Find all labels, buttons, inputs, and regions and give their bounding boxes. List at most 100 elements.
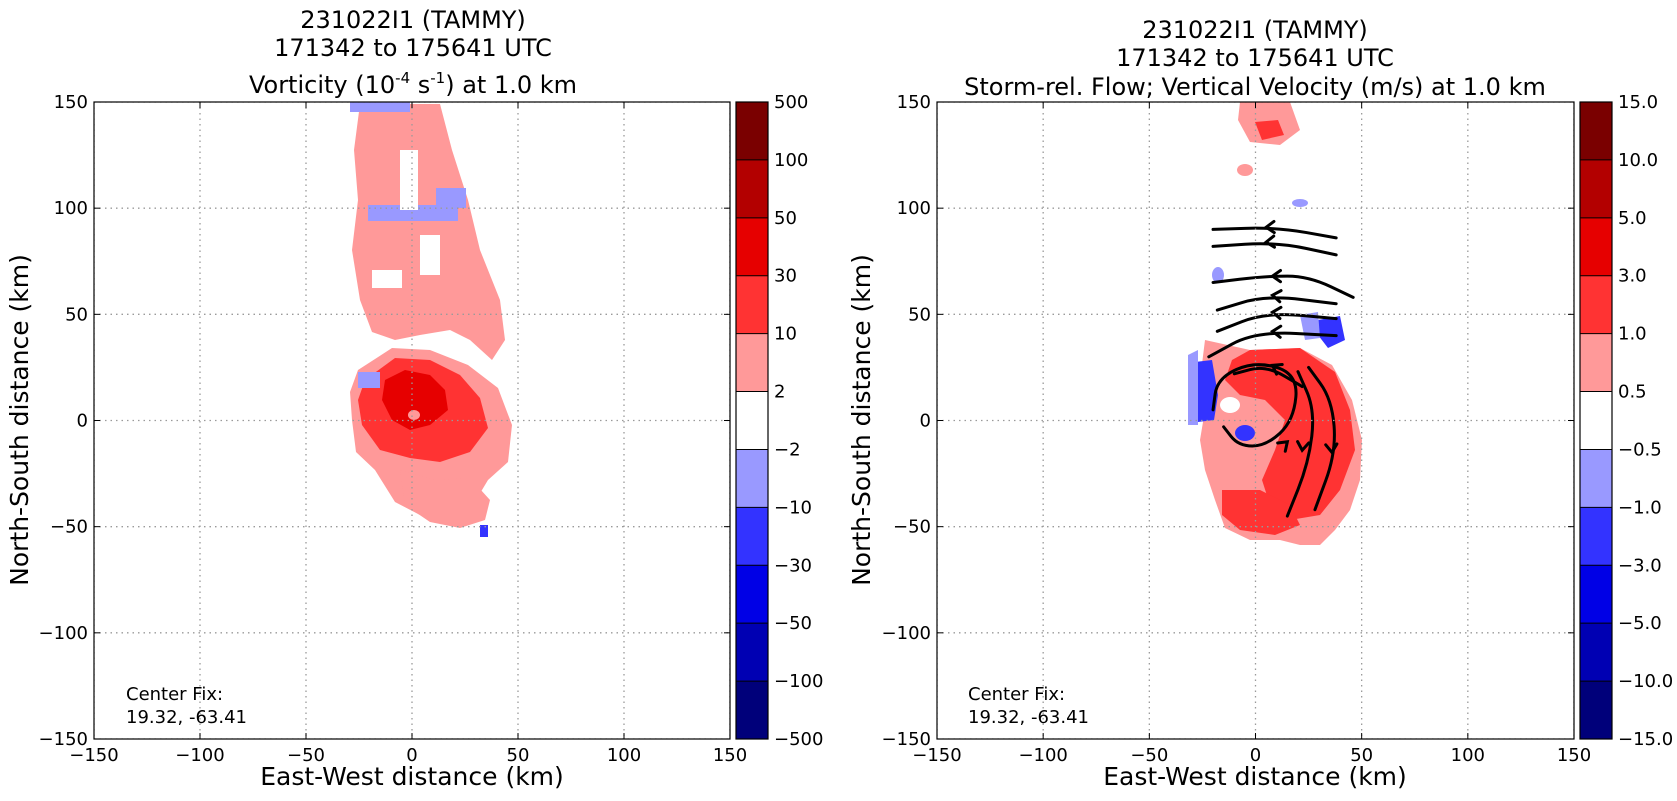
right-field-north-core [1255,120,1284,140]
left-title-line-1: 231022I1 (TAMMY) [300,6,526,34]
left-field-neg-4 [358,372,380,388]
colorbar-segment [736,102,768,161]
left-colorbar: 500 100 50 30 10 2 −2 −10 −30 −50 −100 −500 [735,92,823,750]
streamline [1232,366,1304,389]
colorbar-segment [736,623,768,682]
colorbar-tick-label: −50 [774,613,812,634]
colorbar-tick-label: −3.0 [1618,555,1662,576]
colorbar-tick-label: 50 [774,208,797,229]
left-plot-area [94,102,730,739]
colorbar-tick-label: −100 [774,671,823,692]
colorbar-tick-label: −500 [774,729,823,750]
left-field-eye [408,410,420,420]
colorbar-tick-label: 500 [774,92,808,113]
right-field-weak-down-2 [1292,199,1308,207]
left-field-neg-5 [480,525,488,537]
colorbar-segment [736,333,768,393]
left-ticks: −150 −100 −50 0 50 100 150 −150 −100 −50 0 50 100 150 [39,92,748,766]
y-tick-label: 100 [897,198,931,219]
colorbar-segment [736,507,768,566]
colorbar-tick-label: 0.5 [1618,382,1647,403]
right-colorbar: 15.0 10.0 5.0 3.0 1.0 0.5 −0.5 −1.0 −3.0 −5.0 −10.… [1579,92,1673,750]
colorbar-segment [1580,391,1612,450]
left-field-gap-1 [400,150,418,210]
y-tick-label: 150 [897,92,931,113]
y-tick-label: 100 [54,198,88,219]
right-center-fix-label: Center Fix: [968,684,1065,705]
streamline [1211,242,1338,257]
streamline-arrow [1269,289,1283,304]
colorbar-tick-label: −10.0 [1618,671,1673,692]
right-title-line-1: 231022I1 (TAMMY) [1142,16,1368,44]
colorbar-tick-label: −2 [774,439,801,460]
right-title-line-2: 171342 to 175641 UTC [1116,44,1394,72]
colorbar-tick-label: −5.0 [1618,613,1662,634]
left-field-gap-3 [372,270,402,288]
colorbar-segment [1580,275,1612,335]
colorbar-segment [1580,681,1612,740]
colorbar-segment [736,391,768,450]
colorbar-segment [1580,102,1612,161]
left-grid [94,102,730,739]
x-tick-label: −50 [287,745,325,766]
right-center-fix-value: 19.32, -63.41 [968,707,1089,728]
right-field-weak-down-1 [1212,267,1224,283]
left-field-neg-1 [350,102,410,112]
streamline-arrow [1276,439,1290,453]
streamline-arrow [1296,440,1311,453]
colorbar-segment [1580,333,1612,393]
right-y-axis-label: North-South distance (km) [847,254,876,586]
right-field-south-core [1222,490,1300,535]
x-tick-label: 0 [1250,745,1261,766]
colorbar-tick-label: −10 [774,497,812,518]
x-tick-label: 100 [607,745,641,766]
colorbar-segment [1580,217,1612,277]
streamline [1307,365,1336,512]
streamline [1211,363,1298,448]
x-tick-label: −50 [1130,745,1168,766]
right-field-west-downdraft-halo [1188,350,1198,425]
colorbar-segment [1580,507,1612,566]
colorbar-tick-label: 100 [774,150,808,171]
y-tick-label: 150 [54,92,88,113]
left-y-axis-label: North-South distance (km) [5,254,34,586]
y-tick-label: 0 [920,411,931,432]
streamline [1207,331,1338,359]
y-tick-label: 50 [65,304,88,325]
colorbar-frame [1579,101,1613,740]
right-plot-area [937,102,1574,739]
right-streamlines [1207,219,1355,518]
left-title-sup2: -1 [430,69,445,87]
left-field-band-north [352,104,505,360]
right-title-line-3: Storm-rel. Flow; Vertical Velocity (m/s)… [964,73,1546,101]
colorbar-tick-label: 3.0 [1618,266,1647,287]
streamline-arrow [1270,363,1284,376]
x-tick-label: 50 [1350,745,1373,766]
x-tick-label: 150 [713,745,747,766]
left-center-fix-label: Center Fix: [126,684,223,705]
left-field-neg-3 [436,188,466,208]
streamline [1215,296,1338,312]
left-field-neg-2 [368,205,458,221]
colorbar-tick-label: −0.5 [1618,439,1662,460]
streamline [1211,274,1355,299]
x-tick-label: 0 [406,745,417,766]
left-field-gap-2 [420,235,440,275]
right-ticks: −150 −100 −50 0 50 100 150 −150 −100 −50 0 50 100 150 [882,92,1592,766]
right-field-center-downdraft [1235,425,1255,441]
colorbar-segment [736,681,768,740]
streamline-arrow [1324,442,1339,455]
y-tick-label: 0 [77,411,88,432]
y-tick-label: −50 [893,517,931,538]
colorbar-tick-label: 5.0 [1618,208,1647,229]
colorbar-tick-label: 30 [774,266,797,287]
right-field-weak-up-1 [1237,164,1253,176]
colorbar-segment [1580,623,1612,682]
colorbar-segment [1580,565,1612,624]
left-title-mid: s [410,71,430,99]
left-panel: 231022I1 (TAMMY) 171342 to 175641 UTC Vo… [5,6,823,791]
right-x-axis-label: East-West distance (km) [1103,762,1407,791]
left-title-pre: Vorticity (10 [249,71,395,99]
right-field-main-core [1225,348,1355,520]
